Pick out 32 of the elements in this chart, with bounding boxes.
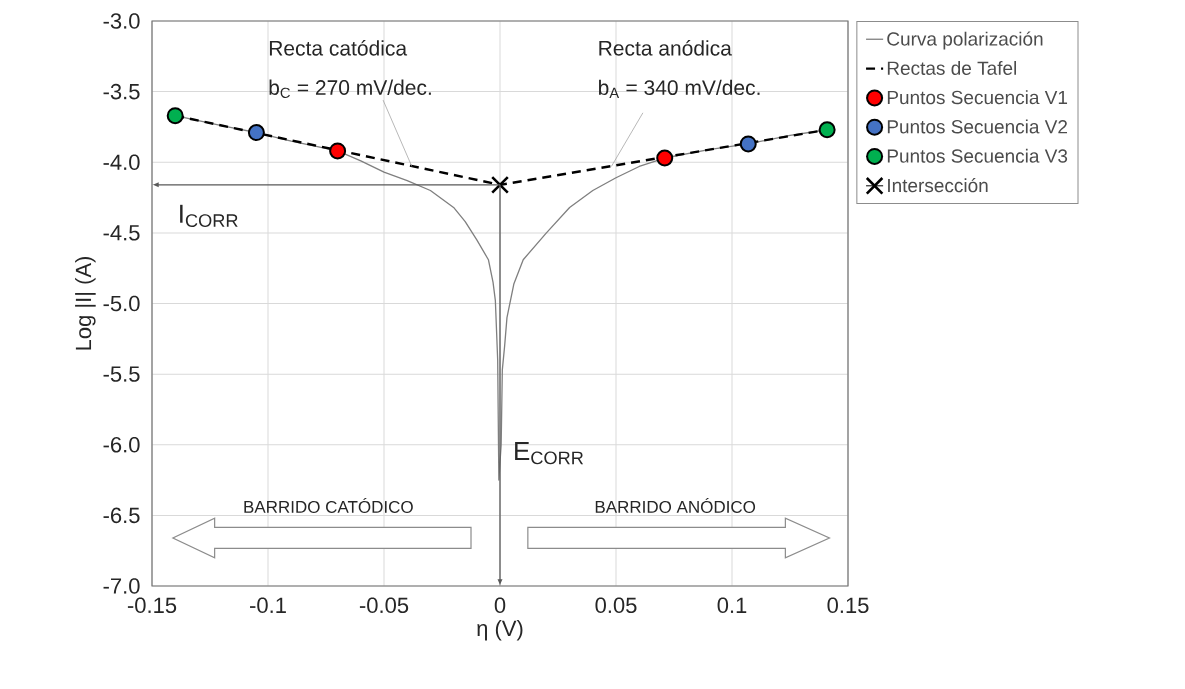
- legend-label: Puntos Secuencia V1: [887, 90, 1068, 105]
- annotation: b$_{A}$ = 340 mV/dec.: [598, 79, 760, 98]
- annotation: Recta anódica: [599, 40, 732, 56]
- x-tick-label: -0.1: [250, 597, 286, 614]
- y-tick-label: -4.5: [103, 225, 140, 241]
- legend-label: Rectas de Tafel: [887, 60, 1016, 75]
- y-tick-label: -3.5: [103, 83, 140, 100]
- legend-label: Curva polarización: [887, 31, 1043, 50]
- x-tick-label: 0.1: [717, 597, 747, 614]
- y-tick-label: -3.0: [103, 13, 140, 29]
- legend-label: Puntos Secuencia V2: [887, 119, 1068, 134]
- x-tick-label: -0.05: [359, 597, 409, 614]
- annotation: I$_{CORR}$: [180, 204, 238, 228]
- x-tick-label: -0.15: [127, 597, 177, 614]
- y-tick-label: -7.0: [103, 578, 140, 594]
- x-axis-title: η (V): [477, 619, 523, 641]
- annotation: BARRIDO CATÓDICO: [244, 498, 413, 513]
- annotation: b$_{C}$ = 270 mV/dec.: [269, 79, 431, 99]
- x-tick-label: 0: [494, 597, 506, 614]
- y-tick-label: -6.0: [103, 436, 140, 453]
- y-tick-label: -4.0: [103, 154, 140, 171]
- x-tick-label: 0.15: [827, 597, 869, 614]
- y-axis-title: Log |I| (A): [75, 256, 96, 350]
- legend-label: Intersección: [888, 178, 988, 193]
- x-tick-label: 0.05: [595, 597, 637, 614]
- y-tick-label: -5.0: [103, 295, 140, 312]
- y-tick-label: -6.5: [103, 507, 140, 524]
- annotation: Recta catódica: [269, 40, 408, 56]
- annotation: BARRIDO ANÓDICO: [595, 498, 756, 513]
- legend-label: Puntos Secuencia V3: [887, 148, 1068, 163]
- y-tick-label: -5.5: [103, 366, 140, 382]
- annotation: E$_{CORR}$: [515, 442, 584, 465]
